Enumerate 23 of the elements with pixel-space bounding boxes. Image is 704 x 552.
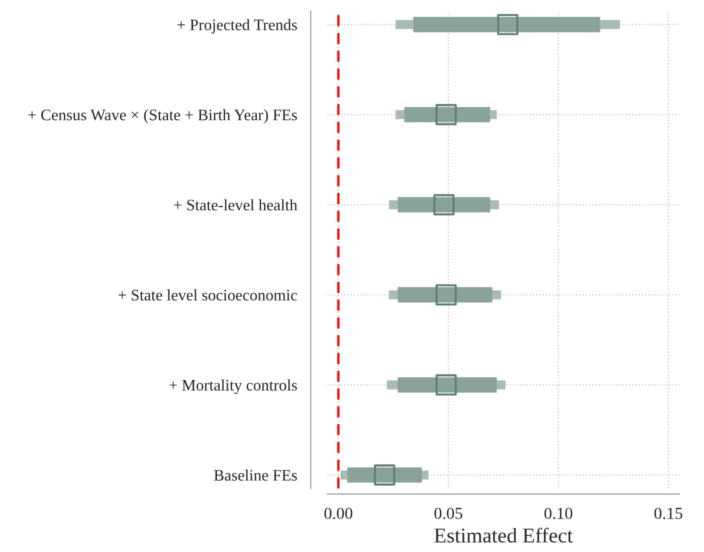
y-tick-label: + Projected Trends	[177, 19, 297, 34]
point	[374, 464, 396, 486]
x-tick-label: 0.10	[544, 508, 572, 520]
y-tick-label: Baseline FEs	[214, 469, 297, 481]
point	[436, 284, 457, 306]
point	[436, 104, 457, 126]
x-axis-title: Estimated Effect	[434, 528, 573, 543]
y-tick-label: + Census Wave × (State + Birth Year) FEs	[28, 109, 297, 124]
x-tick-label: 0.00	[324, 508, 352, 520]
bar	[347, 467, 422, 483]
y-tick-label: + State-level health	[174, 199, 298, 210]
bar	[398, 287, 492, 302]
bar	[413, 16, 600, 32]
x-tick-label: 0.15	[654, 508, 682, 520]
point	[436, 374, 457, 396]
bar	[398, 197, 490, 212]
bar	[398, 377, 497, 393]
bar	[404, 106, 490, 122]
y-tick-label: + State level socioeconomic	[118, 289, 298, 301]
point	[497, 14, 518, 36]
x-tick-label: 0.05	[434, 508, 462, 520]
y-tick-label: + Mortality controls	[170, 379, 297, 394]
point	[433, 194, 455, 216]
